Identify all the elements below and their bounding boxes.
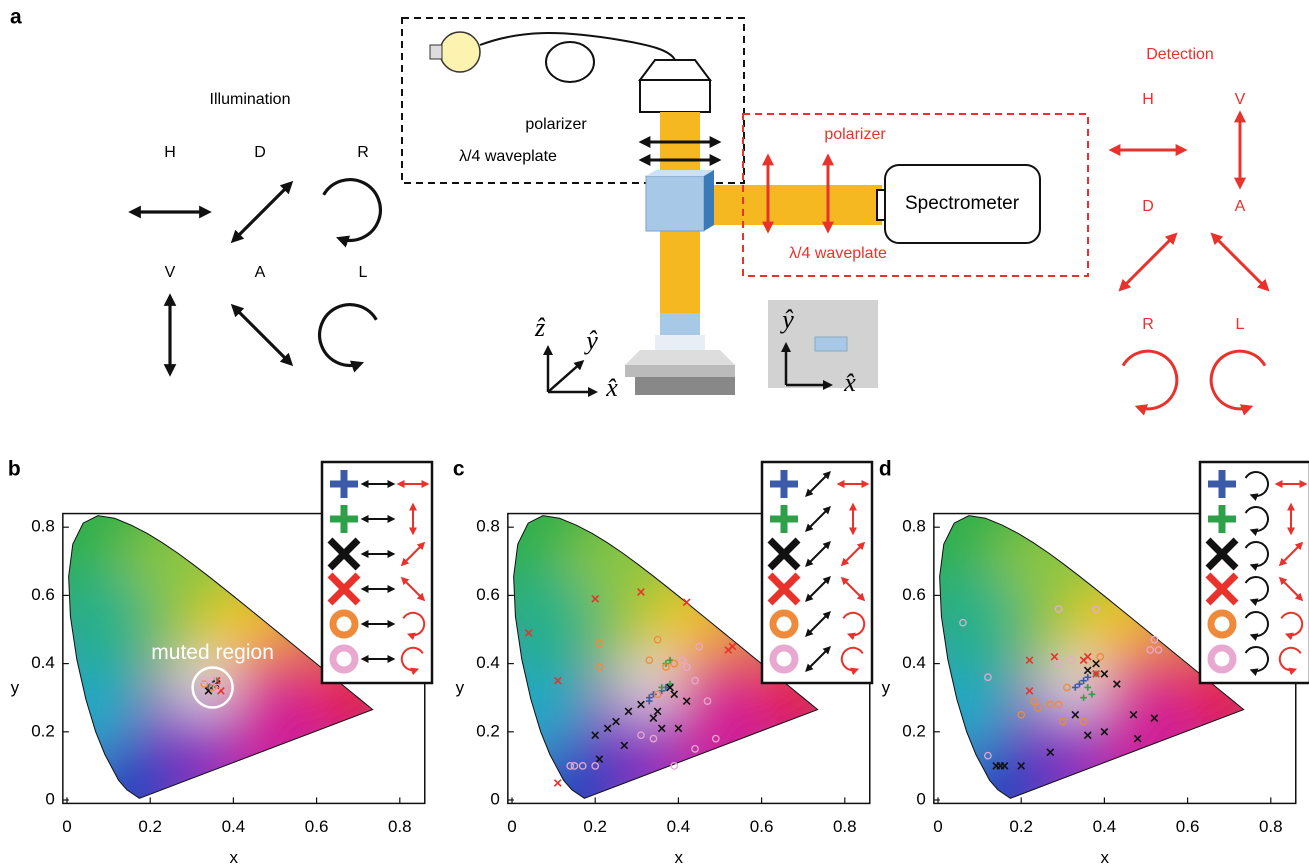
state-label: A [1235,198,1246,215]
x-tick-label: 0.6 [305,817,329,836]
axis-label: ẑ [534,313,546,342]
beam [660,228,700,313]
x-tick-label: 0.8 [833,817,857,836]
y-tick-label: 0 [916,789,925,808]
beamsplitter [646,170,714,231]
x-tick-label: 0.2 [1009,817,1033,836]
y-tick-label: 0 [45,789,54,808]
x-tick-label: 0.6 [1176,817,1200,836]
panel-label: c [453,458,465,481]
x-tick-label: 0.4 [667,817,691,836]
y-tick-label: 0.8 [31,517,55,536]
x-tick-label: 0.2 [583,817,607,836]
axis-label: x̂ [605,373,618,402]
y-axis-label: y [11,678,20,697]
y-tick-label: 0.8 [476,517,500,536]
sample-flake [815,337,847,351]
annotation: muted region [151,641,274,664]
illumination-title: Illumination [210,91,291,108]
beam [710,185,882,225]
x-tick-label: 0 [507,817,516,836]
x-axis-label: x [1101,848,1110,866]
lamp [430,32,675,82]
x-axis-label: x [230,848,239,866]
x-tick-label: 0.4 [222,817,246,836]
state-label: H [1142,91,1154,108]
x-tick-label: 0.8 [388,817,412,836]
polarization-icon [234,307,291,364]
state-label: V [1235,91,1246,108]
polarizer-label: polarizer [824,126,886,143]
polarizer-label: polarizer [525,116,587,133]
x-tick-label: 0 [62,817,71,836]
state-label: R [357,144,369,161]
state-label: D [1142,198,1154,215]
waveplate-label: λ/4 waveplate [789,245,887,262]
axis-label: x̂ [843,368,856,397]
gamut-color [84,740,184,840]
panel-label: d [879,458,892,481]
x-axis-label: x [675,848,684,866]
axis-label: ŷ [583,326,598,355]
x-tick-label: 0.8 [1259,817,1283,836]
polarization-icon [234,184,291,241]
objective [640,60,710,112]
gamut-color [529,740,629,840]
panel-label: a [10,6,22,29]
y-tick-label: 0.6 [31,585,55,604]
spectrometer-port [877,190,885,220]
state-label: L [1236,316,1245,333]
y-tick-label: 0.6 [902,585,926,604]
panel-label: b [8,458,21,481]
polarization-icon [320,305,377,366]
figure: a Illumination H D R V A L polarizer λ/4… [0,0,1309,866]
state-label: R [1142,316,1154,333]
state-label: A [255,264,266,281]
polarization-icon [1211,351,1265,409]
y-tick-label: 0.4 [902,653,926,672]
polarization-icon [324,180,381,241]
setup-diagram: a Illumination H D R V A L polarizer λ/4… [10,6,1246,402]
polarization-icon [1123,351,1177,409]
y-tick-label: 0.2 [476,721,500,740]
sample-stage [625,313,735,395]
y-tick-label: 0.6 [476,585,500,604]
point [554,780,561,787]
waveplate-label: λ/4 waveplate [459,148,557,165]
y-tick-label: 0.4 [31,653,55,672]
spectrometer-label: Spectrometer [905,193,1020,214]
chart: c 0 0.2 0.4 0.6 0.8 0 0.2 0.4 0.6 0.8 x y [453,450,872,866]
y-tick-label: 0 [490,789,499,808]
gamut-color [955,740,1055,840]
chart: d 0 0.2 0.4 0.6 0.8 0 0.2 0.4 0.6 0.8 x y [879,450,1309,866]
x-tick-label: 0.2 [138,817,162,836]
y-axis-label: y [456,678,465,697]
state-label: D [254,144,266,161]
x-tick-label: 0.4 [1093,817,1117,836]
axis-label: ŷ [779,305,794,334]
state-label: V [165,264,176,281]
x-tick-label: 0.6 [750,817,774,836]
polarization-icon [1121,235,1175,289]
y-axis-label: y [882,678,891,697]
y-tick-label: 0.4 [476,653,500,672]
x-tick-label: 0 [933,817,942,836]
polarization-icon [1213,235,1267,289]
state-label: L [359,264,368,281]
y-tick-label: 0.8 [902,517,926,536]
detection-title: Detection [1146,46,1214,63]
y-tick-label: 0.2 [902,721,926,740]
state-label: H [164,144,176,161]
y-tick-label: 0.2 [31,721,55,740]
